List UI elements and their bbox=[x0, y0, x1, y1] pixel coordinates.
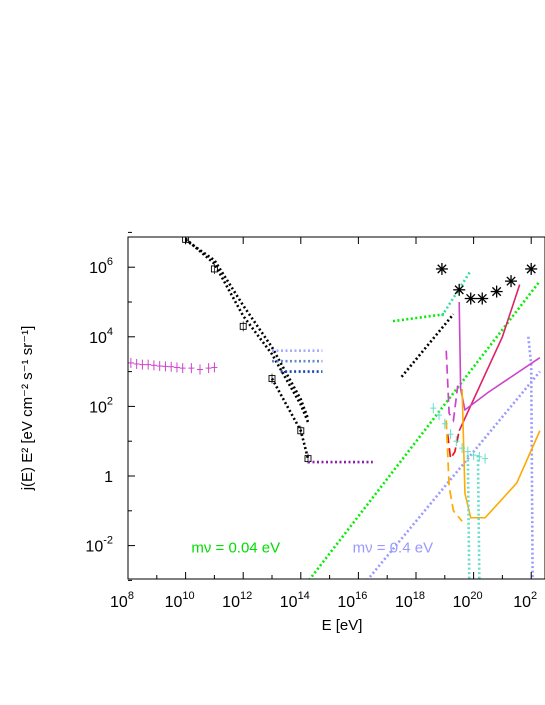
x-tick-label: 108 bbox=[110, 590, 134, 611]
series-line bbox=[392, 312, 445, 323]
series-10 bbox=[400, 313, 455, 378]
x-tick-label: 1020 bbox=[453, 590, 483, 611]
x-tick-label: 1018 bbox=[395, 590, 425, 611]
series-line bbox=[445, 420, 463, 522]
annotation-label: mν = 0.4 eV bbox=[353, 540, 433, 557]
x-tick-label: 1012 bbox=[222, 590, 252, 611]
series-23 bbox=[466, 455, 471, 579]
series-line bbox=[476, 455, 481, 579]
data-point bbox=[526, 264, 536, 274]
y-tick-label: 106 bbox=[89, 256, 113, 277]
series-line bbox=[445, 350, 459, 423]
annotation-layer: mν = 0.04 eV mν = 0.4 eV bbox=[191, 540, 433, 557]
annotation-label: mν = 0.04 eV bbox=[191, 540, 280, 557]
plot-frame bbox=[127, 236, 545, 580]
series-4 bbox=[270, 377, 310, 459]
series-line bbox=[400, 313, 455, 378]
series-0 bbox=[128, 357, 218, 375]
series-layer bbox=[128, 237, 541, 579]
series-line bbox=[184, 238, 310, 420]
x-tick-label: 102 bbox=[513, 590, 537, 611]
series-line bbox=[458, 284, 521, 432]
series-line bbox=[446, 430, 461, 462]
y-tick-label: 102 bbox=[89, 395, 113, 416]
series-16 bbox=[446, 430, 461, 462]
y-tick-label: 1 bbox=[104, 469, 113, 486]
x-tick-label: 1016 bbox=[337, 590, 367, 611]
series-line bbox=[466, 455, 471, 579]
series-21 bbox=[461, 388, 541, 519]
series-18 bbox=[445, 350, 459, 423]
data-point bbox=[454, 285, 464, 295]
data-point bbox=[437, 264, 447, 274]
y-tick-label: 10-2 bbox=[85, 535, 113, 556]
series-17 bbox=[458, 284, 521, 432]
x-axis-title: E [eV] bbox=[322, 617, 363, 634]
series-20 bbox=[445, 420, 463, 522]
data-point bbox=[491, 286, 502, 297]
data-point bbox=[477, 293, 487, 304]
series-3 bbox=[182, 237, 312, 464]
series-line bbox=[184, 237, 310, 423]
data-point bbox=[506, 276, 516, 286]
data-point bbox=[466, 293, 476, 304]
x-tick-label: 1010 bbox=[165, 590, 195, 611]
series-24 bbox=[476, 455, 481, 579]
tick-layer: 108 1010 1012 1014 1016 1018 1020 102 10-2 1 102 10… bbox=[85, 231, 537, 611]
x-tick-label: 1014 bbox=[280, 590, 310, 611]
series-9 bbox=[392, 312, 445, 323]
series-15 bbox=[527, 336, 534, 579]
series-1 bbox=[184, 237, 310, 423]
series-22 bbox=[430, 403, 489, 464]
series-2 bbox=[184, 238, 310, 420]
y-tick-label: 104 bbox=[89, 326, 113, 347]
series-line bbox=[270, 377, 310, 459]
series-12 bbox=[435, 262, 538, 305]
series-line bbox=[527, 336, 534, 579]
y-axis-title: j(E) E² [eV cm⁻² s⁻¹ sr⁻¹] bbox=[19, 326, 36, 492]
series-line bbox=[458, 301, 541, 412]
series-line bbox=[461, 388, 541, 519]
series-19 bbox=[458, 301, 541, 412]
